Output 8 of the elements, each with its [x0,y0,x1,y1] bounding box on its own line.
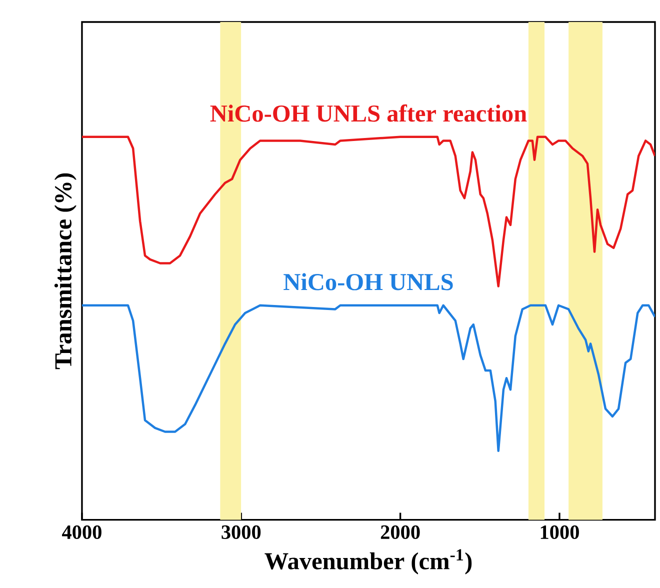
x-tick-label: 1000 [540,525,579,540]
y-axis-title: Transmittance (%) [54,173,76,370]
x-tick-label: 2000 [380,525,420,540]
series-label: NiCo-OH UNLS after reaction [210,104,527,122]
x-axis-title: Wavenumber (cm$^{-1}$) [264,549,472,574]
x-tick-label: 4000 [62,525,102,540]
series-label: NiCo-OH UNLS [284,273,453,290]
x-tick-label: 3000 [222,525,261,540]
